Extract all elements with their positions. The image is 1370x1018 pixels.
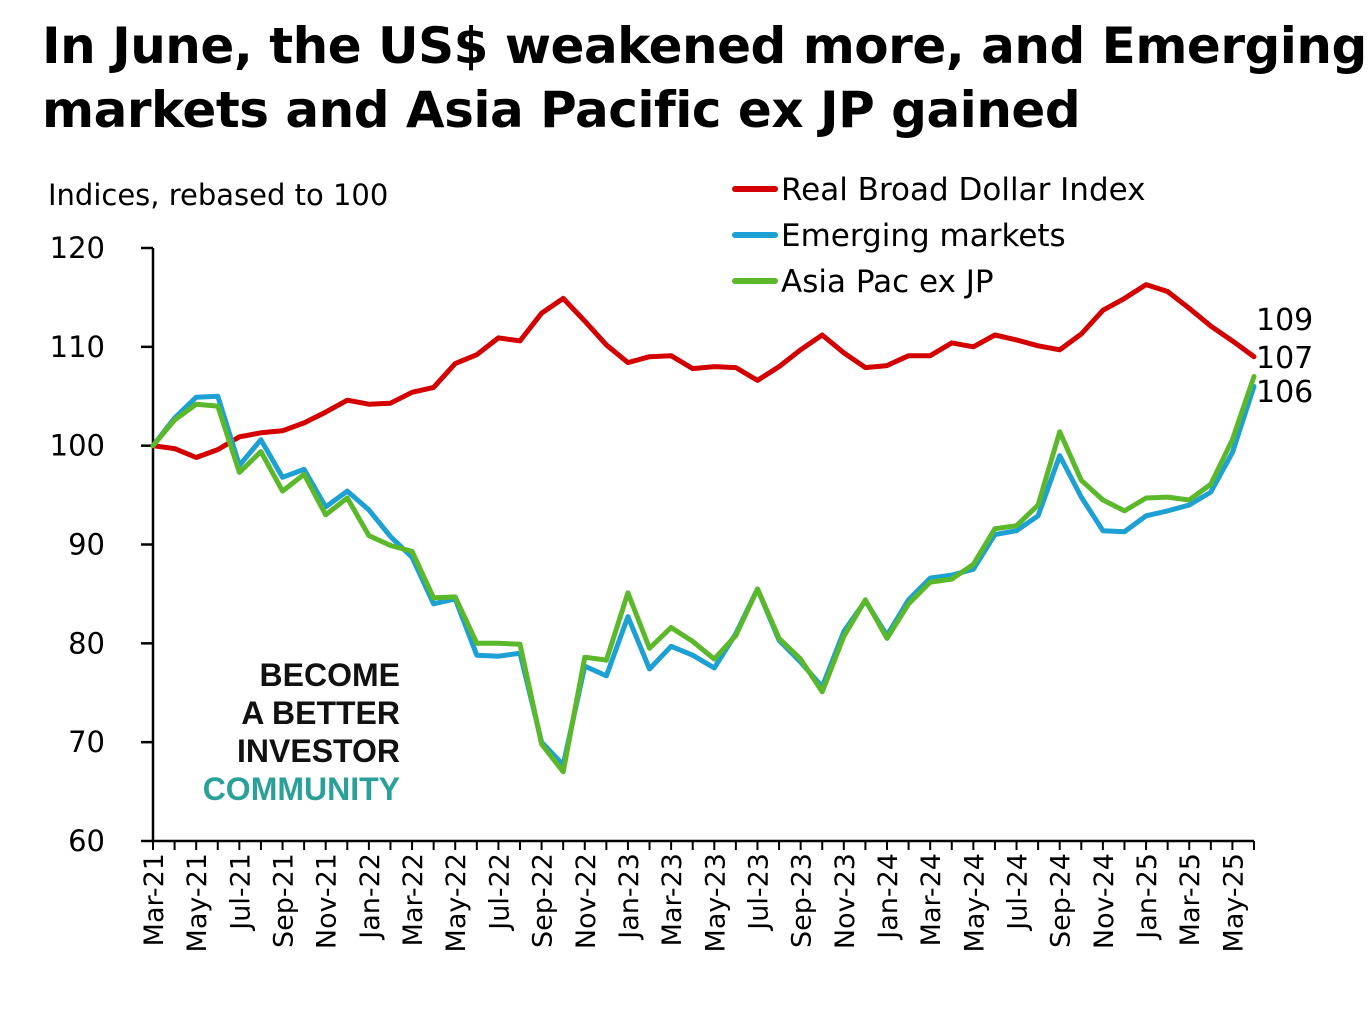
x-tick-label: Jul-21 [225, 853, 256, 932]
x-tick-label: Nov-22 [571, 853, 602, 949]
watermark-line: INVESTOR [237, 733, 400, 769]
y-axis-label: Indices, rebased to 100 [48, 178, 388, 212]
watermark-accent: COMMUNITY [203, 771, 400, 807]
series-line-emerging-markets [150, 383, 1257, 768]
x-tick-label: Jan-22 [355, 853, 386, 941]
y-tick-label: 100 [50, 429, 105, 463]
x-tick-label: Jan-24 [873, 853, 904, 941]
x-tick-label: Mar-22 [398, 853, 429, 946]
x-tick-label: May-24 [959, 853, 990, 952]
x-tick-label: Sep-21 [269, 853, 300, 948]
y-tick-label: 110 [50, 330, 105, 364]
x-tick-label: Nov-24 [1089, 853, 1120, 949]
title-line-2: markets and Asia Pacific ex JP gained [42, 81, 1081, 139]
y-axis: 60 70 80 90 100 110 120 [50, 231, 155, 858]
x-tick-label: Sep-24 [1046, 853, 1077, 948]
y-tick-label: 80 [68, 626, 105, 660]
end-label-107: 107 [1256, 341, 1313, 376]
x-tick-label: Mar-24 [916, 853, 947, 946]
x-tick-label: Sep-23 [787, 853, 818, 948]
series-lines [150, 282, 1257, 775]
y-tick-label: 90 [68, 528, 105, 562]
x-tick-label: Nov-23 [830, 853, 861, 949]
legend-label: Emerging markets [781, 218, 1066, 254]
watermark-line: BECOME [260, 657, 400, 693]
watermark-line: A BETTER [241, 695, 400, 731]
legend: Real Broad Dollar Index Emerging markets A… [732, 172, 1146, 300]
x-tick-label: Jul-23 [743, 853, 774, 932]
x-tick-label: Sep-22 [528, 853, 559, 948]
series-line-asia-pac-ex-jp [150, 374, 1257, 775]
x-tick-label: Jul-24 [1003, 853, 1034, 932]
title-line-1: In June, the US$ weakened more, and Emer… [42, 17, 1367, 75]
y-tick-label: 120 [50, 231, 105, 265]
legend-label: Real Broad Dollar Index [781, 172, 1146, 208]
end-label-106: 106 [1256, 375, 1313, 410]
end-label-109: 109 [1256, 303, 1313, 338]
series-line-real-broad-dollar-index [150, 282, 1257, 460]
x-axis: Mar-21 May-21 Jul-21 Sep-21 Nov-21 Jan-22 Mar-… [139, 839, 1255, 952]
x-tick-label: May-25 [1218, 853, 1249, 952]
x-tick-label: May-23 [700, 853, 731, 952]
x-tick-label: Nov-21 [312, 853, 343, 949]
legend-label: Asia Pac ex JP [781, 264, 994, 300]
x-tick-label: Jan-25 [1132, 853, 1163, 941]
x-tick-label: Jan-23 [614, 853, 645, 941]
chart-title: In June, the US$ weakened more, and Emer… [42, 14, 1367, 142]
x-tick-label: May-22 [441, 853, 472, 952]
x-tick-label: Mar-21 [139, 853, 170, 946]
y-tick-label: 70 [68, 725, 105, 759]
x-tick-label: May-21 [182, 853, 213, 952]
x-tick-label: Mar-25 [1175, 853, 1206, 946]
y-tick-label: 60 [68, 824, 105, 858]
x-tick-label: Mar-23 [657, 853, 688, 946]
x-tick-label: Jul-22 [484, 853, 515, 932]
